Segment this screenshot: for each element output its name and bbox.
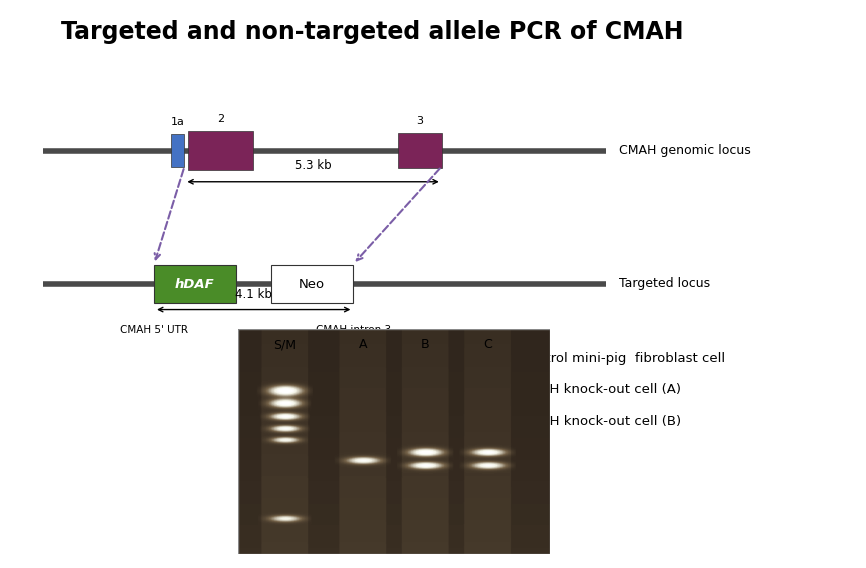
Text: S/M: S/M: [274, 339, 296, 352]
Bar: [171, 134, 184, 167]
Text: CMAH genomic locus: CMAH genomic locus: [619, 144, 751, 157]
Text: A.  Control mini-pig  fibroblast cell: A. Control mini-pig fibroblast cell: [498, 352, 725, 365]
Bar: [154, 265, 236, 303]
Text: Targeted and non-targeted allele PCR of CMAH: Targeted and non-targeted allele PCR of …: [61, 20, 683, 44]
Bar: [270, 265, 353, 303]
Text: 5.3 kb: 5.3 kb: [294, 158, 332, 172]
Text: Targeted locus: Targeted locus: [619, 278, 710, 290]
Text: 4.1 kb: 4.1 kb: [236, 288, 272, 301]
Text: hDAF: hDAF: [175, 278, 215, 290]
Text: B: B: [421, 339, 430, 352]
Text: Neo: Neo: [299, 278, 325, 290]
Text: C: C: [483, 339, 492, 352]
Bar: [398, 132, 442, 168]
Text: C.  CMAH knock-out cell (B): C. CMAH knock-out cell (B): [498, 415, 681, 428]
Text: 2: 2: [217, 114, 224, 124]
Text: CMAH intron 3: CMAH intron 3: [316, 325, 391, 335]
Text: CMAH 5' UTR: CMAH 5' UTR: [120, 325, 188, 335]
Text: 1a: 1a: [171, 117, 184, 127]
Text: A: A: [359, 339, 367, 352]
Text: 3: 3: [417, 116, 423, 126]
Text: B.  CMAH knock-out cell (A): B. CMAH knock-out cell (A): [498, 383, 681, 396]
Bar: [188, 131, 253, 170]
